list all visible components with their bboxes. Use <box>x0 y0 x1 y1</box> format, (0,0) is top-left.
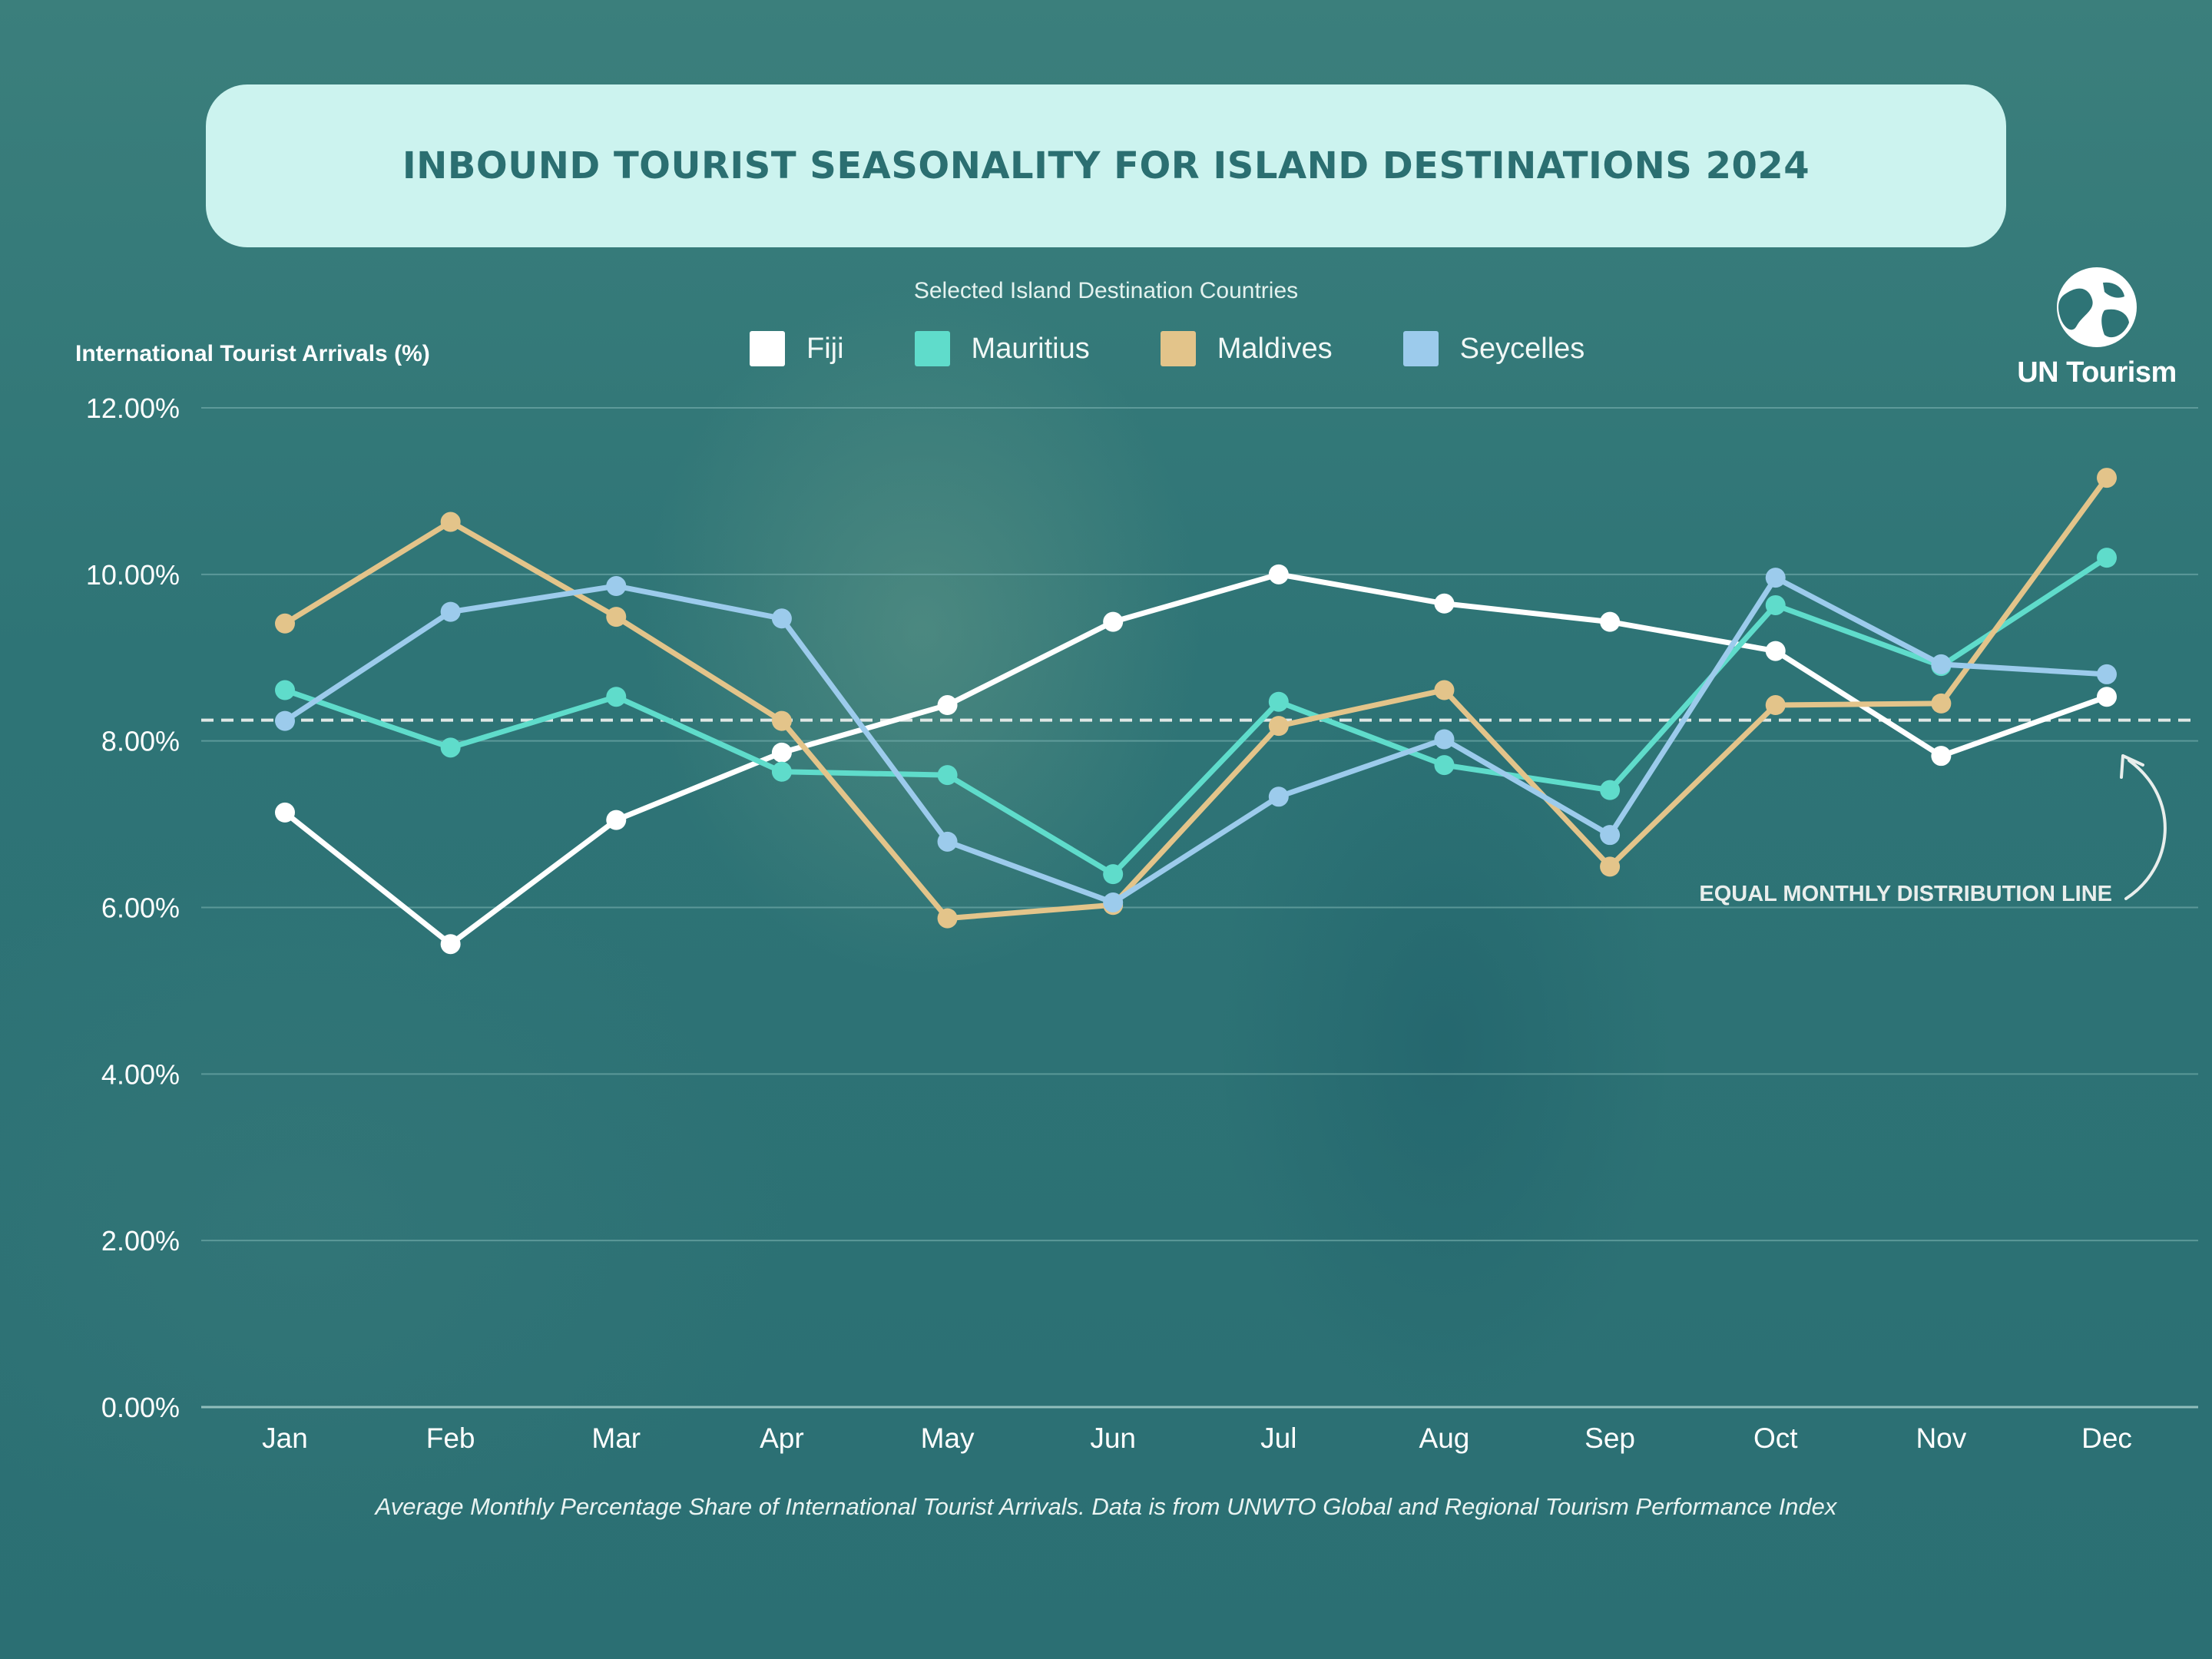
x-tick-label: Jan <box>262 1422 308 1454</box>
data-point-maldives <box>440 512 461 532</box>
x-tick-label: Apr <box>760 1422 804 1454</box>
curved-arrow-icon <box>2124 759 2167 900</box>
x-tick-label: Jul <box>1260 1422 1296 1454</box>
x-tick-label: Feb <box>426 1422 475 1454</box>
legend-swatch-mauritius <box>914 331 950 366</box>
y-tick-label: 6.00% <box>101 892 180 924</box>
legend-swatch-fiji <box>750 331 785 366</box>
data-point-seycelles <box>1434 729 1455 750</box>
data-point-maldives <box>771 710 792 731</box>
data-point-seycelles <box>1931 654 1952 674</box>
series-line-fiji <box>282 571 2110 947</box>
data-point-mauritius <box>937 765 958 786</box>
legend-item-mauritius: Mauritius <box>914 331 1090 366</box>
data-point-maldives <box>275 613 295 634</box>
y-tick-label: 4.00% <box>101 1058 180 1090</box>
legend-swatch-seycelles <box>1402 331 1439 366</box>
x-tick-label: Mar <box>591 1422 641 1454</box>
data-point-seycelles <box>2097 664 2117 684</box>
legend: Fiji Mauritius Maldives Seycelles <box>750 329 1655 369</box>
data-point-mauritius <box>1765 594 1786 615</box>
data-point-maldives <box>1931 693 1952 714</box>
data-point-mauritius <box>1268 691 1289 712</box>
data-point-fiji <box>1931 746 1952 767</box>
x-tick-label: Jun <box>1090 1422 1136 1454</box>
curved-arrow-head <box>2120 754 2144 779</box>
data-point-mauritius <box>440 737 461 758</box>
data-point-mauritius <box>606 687 627 707</box>
y-tick-label: 10.00% <box>86 559 180 591</box>
data-point-maldives <box>606 607 627 628</box>
legend-swatch-maldives <box>1160 331 1196 366</box>
data-point-maldives <box>1268 716 1289 737</box>
legend-item-fiji: Fiji <box>750 331 844 366</box>
data-point-seycelles <box>1268 786 1289 807</box>
data-point-seycelles <box>1103 892 1124 912</box>
data-point-fiji <box>937 695 958 716</box>
data-point-maldives <box>1765 695 1786 716</box>
x-tick-label: Sep <box>1584 1422 1635 1454</box>
x-tick-label: Nov <box>1916 1422 1966 1454</box>
data-point-fiji <box>1765 641 1786 661</box>
y-tick-label: 0.00% <box>101 1392 180 1423</box>
data-point-mauritius <box>1600 780 1621 800</box>
y-axis-title: International Tourist Arrivals (%) <box>75 341 430 366</box>
data-point-fiji <box>1103 611 1124 632</box>
data-point-fiji <box>440 934 461 955</box>
title-banner: INBOUND TOURIST SEASONALITY FOR ISLAND D… <box>206 84 2006 247</box>
data-point-seycelles <box>275 710 295 731</box>
data-point-fiji <box>771 742 792 763</box>
x-tick-label: Dec <box>2081 1422 2132 1454</box>
x-tick-label: May <box>921 1422 975 1454</box>
legend-item-seycelles: Seycelles <box>1402 331 1585 366</box>
legend-caption: Selected Island Destination Countries <box>913 278 1299 303</box>
x-tick-label: Aug <box>1419 1422 1470 1454</box>
data-point-mauritius <box>275 680 295 700</box>
globe-icon <box>2057 267 2137 347</box>
y-tick-label: 2.00% <box>101 1225 180 1257</box>
data-point-mauritius <box>2097 548 2117 568</box>
data-point-seycelles <box>771 608 792 629</box>
data-point-fiji <box>2097 687 2117 707</box>
data-point-maldives <box>2097 468 2117 488</box>
legend-label-mauritius: Mauritius <box>971 332 1090 365</box>
series-line-mauritius <box>282 555 2110 877</box>
data-point-fiji <box>1600 611 1621 632</box>
y-tick-label: 8.00% <box>101 726 180 757</box>
legend-label-seycelles: Seycelles <box>1459 332 1585 365</box>
annotation-label: EQUAL MONTHLY DISTRIBUTION LINE <box>1699 882 2112 906</box>
data-point-maldives <box>1434 680 1455 700</box>
legend-label-fiji: Fiji <box>806 332 844 365</box>
data-point-fiji <box>1268 564 1289 584</box>
data-point-seycelles <box>440 601 461 622</box>
data-point-maldives <box>937 908 958 929</box>
data-point-seycelles <box>1765 568 1786 588</box>
data-point-seycelles <box>1600 825 1621 846</box>
series-line-maldives <box>282 475 2110 922</box>
x-tick-label: Oct <box>1753 1422 1798 1454</box>
data-point-mauritius <box>1434 755 1455 776</box>
legend-label-maldives: Maldives <box>1217 332 1333 365</box>
data-point-fiji <box>1434 593 1455 614</box>
series-line-seycelles <box>282 575 2110 906</box>
legend-item-maldives: Maldives <box>1160 331 1333 366</box>
y-tick-label: 12.00% <box>86 392 180 424</box>
data-point-mauritius <box>771 761 792 782</box>
data-point-fiji <box>606 810 627 830</box>
data-point-fiji <box>275 802 295 823</box>
data-point-seycelles <box>606 576 627 597</box>
footnote: Average Monthly Percentage Share of Inte… <box>375 1493 1837 1520</box>
data-point-mauritius <box>1103 864 1124 885</box>
data-point-seycelles <box>937 831 958 852</box>
chart-title: INBOUND TOURIST SEASONALITY FOR ISLAND D… <box>402 144 1810 187</box>
logo-text: UN Tourism <box>2017 356 2177 389</box>
data-point-maldives <box>1600 856 1621 877</box>
